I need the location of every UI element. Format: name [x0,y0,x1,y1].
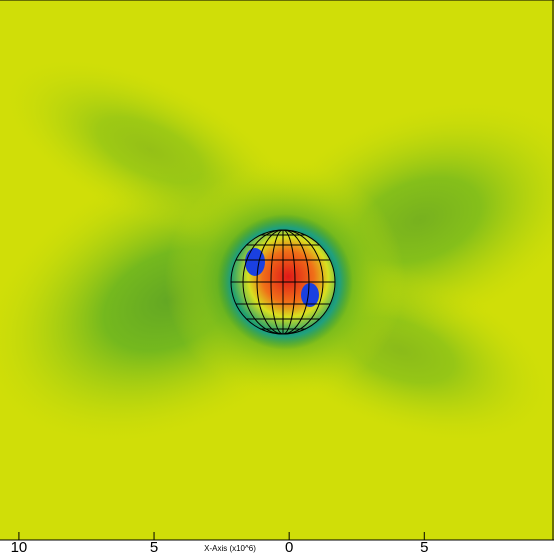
x-tick-label: 5 [150,539,158,556]
x-tick-label: 5 [420,539,428,556]
x-tick-label: 0 [285,539,293,556]
x-tick-label: 10 [11,539,28,556]
x-axis-label: X-Axis (x10^6) [204,544,256,553]
field-image [0,0,554,540]
